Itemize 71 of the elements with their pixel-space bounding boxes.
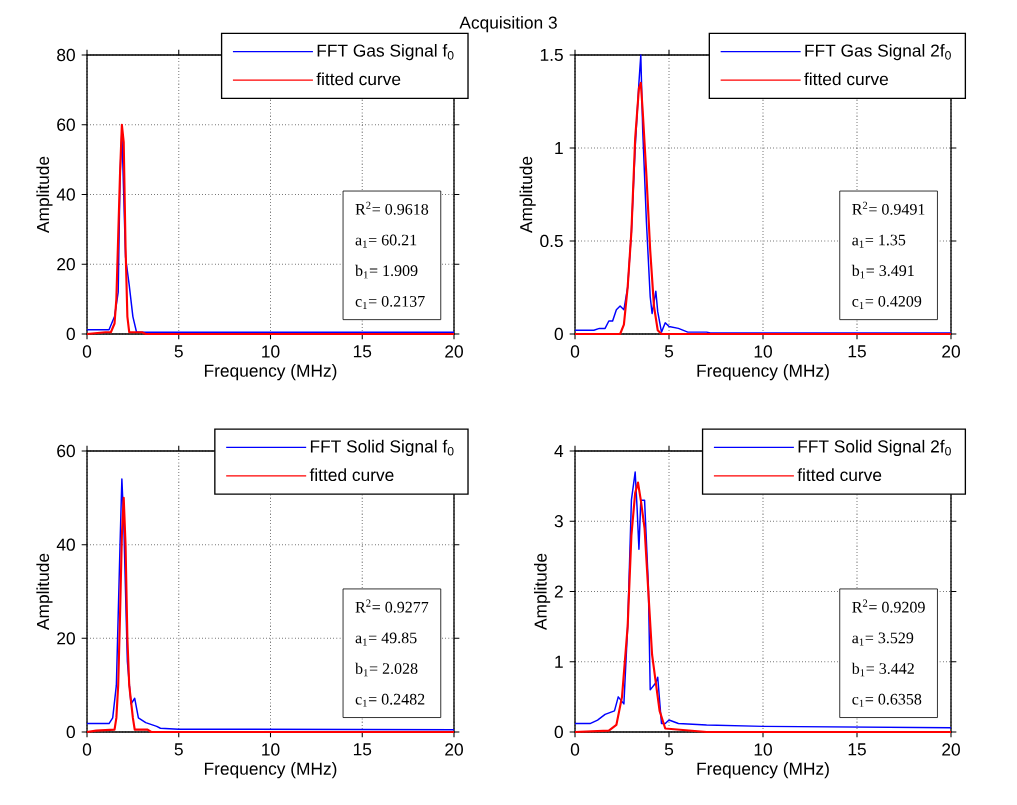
x-tick-label: 15 <box>848 743 866 756</box>
legend-label: fitted curve <box>797 468 882 482</box>
x-tick-label: 0 <box>82 743 92 756</box>
x-axis-title: Frequency (MHz) <box>204 762 337 779</box>
y-axis-title: Amplitude <box>519 156 536 233</box>
x-tick-label: 5 <box>664 743 674 756</box>
x-tick-label: 0 <box>570 345 580 358</box>
y-tick-label: 1 <box>555 142 563 154</box>
y-tick-label: 40 <box>56 188 75 201</box>
y-tick-label: 3 <box>554 515 563 528</box>
y-tick-label: 60 <box>57 444 75 458</box>
y-tick-label: 0.5 <box>540 234 563 248</box>
x-tick-label: 20 <box>445 345 463 358</box>
x-tick-label: 10 <box>262 345 280 358</box>
legend-label: FFT Gas Signal 2f$_{0}$ <box>805 43 951 61</box>
legend-label: FFT Solid Signal 2f$_{0}$ <box>798 439 951 456</box>
x-axis-title: Frequency (MHz) <box>204 364 337 381</box>
annotation: b$_{1}$= 3.491 <box>851 264 914 279</box>
x-tick-label: 5 <box>174 743 183 756</box>
y-axis-title: Amplitude <box>36 156 53 233</box>
y-tick-label: 0 <box>66 327 75 341</box>
x-tick-label: 0 <box>82 345 92 358</box>
y-tick-label: 0 <box>554 725 563 739</box>
x-tick-label: 15 <box>353 743 372 756</box>
y-axis-title: Amplitude <box>534 553 551 630</box>
y-tick-label: 0 <box>554 327 563 341</box>
annotation: a$_{1}$= 60.21 <box>355 234 417 248</box>
y-tick-label: 1.5 <box>540 48 563 62</box>
y-tick-label: 1 <box>555 655 563 668</box>
legend-label: fitted curve <box>309 468 394 482</box>
annotation: R$^{2}$= 0.9618 <box>355 201 429 215</box>
annotation: b$_{1}$= 3.442 <box>851 662 914 677</box>
annotation: c$_{1}$= 0.6358 <box>852 693 922 707</box>
y-tick-label: 20 <box>57 258 75 271</box>
y-tick-label: 40 <box>56 538 75 551</box>
y-tick-label: 20 <box>57 632 75 645</box>
annotation: R$^{2}$= 0.9277 <box>355 599 429 613</box>
annotation: c$_{1}$= 0.2137 <box>355 295 425 309</box>
x-tick-label: 10 <box>754 743 772 756</box>
x-axis-title: Frequency (MHz) <box>697 364 829 381</box>
annotation: b$_{1}$= 2.028 <box>355 662 418 677</box>
y-tick-label: 4 <box>554 445 564 457</box>
annotation: c$_{1}$= 0.2482 <box>355 693 425 707</box>
annotation: b$_{1}$= 1.909 <box>355 264 418 279</box>
annotation: a$_{1}$= 49.85 <box>355 632 417 646</box>
x-tick-label: 15 <box>353 345 372 358</box>
x-tick-label: 15 <box>848 345 866 358</box>
text: Acquisition 3 <box>459 16 557 33</box>
annotation: a$_{1}$= 1.35 <box>852 234 906 248</box>
x-tick-label: 5 <box>174 345 183 358</box>
y-tick-label: 60 <box>57 118 75 131</box>
x-tick-label: 5 <box>664 345 674 358</box>
x-tick-label: 20 <box>942 743 960 756</box>
legend-label: fitted curve <box>316 72 401 86</box>
legend-label: fitted curve <box>804 72 888 86</box>
y-tick-label: 2 <box>554 585 563 598</box>
annotation: c$_{1}$= 0.4209 <box>852 295 922 309</box>
x-tick-label: 10 <box>262 743 280 756</box>
legend-label: FFT Gas Signal f$_{0}$ <box>317 44 454 61</box>
x-tick-label: 10 <box>754 345 772 358</box>
y-tick-label: 0 <box>66 725 75 739</box>
x-tick-label: 0 <box>570 743 580 756</box>
y-tick-label: 80 <box>57 48 75 62</box>
x-tick-label: 20 <box>445 743 463 756</box>
annotation: R$^{2}$= 0.9491 <box>852 201 925 215</box>
annotation: R$^{2}$= 0.9209 <box>852 599 925 613</box>
x-axis-title: Frequency (MHz) <box>697 762 829 779</box>
x-tick-label: 20 <box>942 345 960 358</box>
y-axis-title: Amplitude <box>36 553 53 630</box>
legend-label: FFT Solid Signal f$_{0}$ <box>310 439 454 456</box>
annotation: a$_{1}$= 3.529 <box>852 632 914 646</box>
